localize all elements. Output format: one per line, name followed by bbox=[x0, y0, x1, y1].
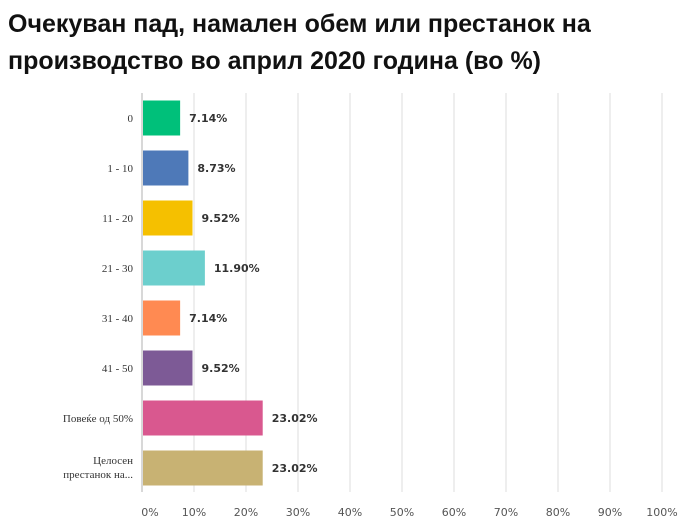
x-tick-label: 90% bbox=[598, 506, 622, 519]
category-label: Повеќе од 50% bbox=[63, 413, 133, 425]
data-label: 8.73% bbox=[197, 162, 235, 175]
data-label: 23.02% bbox=[272, 412, 318, 425]
x-tick-label: 50% bbox=[390, 506, 414, 519]
labels: 0% 10% 20% 30% 40% 50% 60% 70% 80% 90% 100% 7.14% 0 8… bbox=[63, 112, 678, 519]
data-label: 23.02% bbox=[272, 462, 318, 475]
bar bbox=[143, 400, 263, 436]
chart-title: Очекуван пад, намален обем или престанок… bbox=[8, 10, 591, 75]
category-label: 1 - 10 bbox=[107, 163, 133, 175]
x-tick-label: 80% bbox=[546, 506, 570, 519]
category-label: 0 bbox=[128, 113, 134, 125]
bar bbox=[143, 350, 193, 386]
x-tick-label: 40% bbox=[338, 506, 362, 519]
bar bbox=[143, 450, 263, 486]
bars bbox=[143, 100, 263, 486]
data-label: 11.90% bbox=[214, 262, 260, 275]
x-tick-label: 30% bbox=[286, 506, 310, 519]
data-label: 9.52% bbox=[202, 212, 240, 225]
category-label: 11 - 20 bbox=[102, 213, 133, 225]
data-label: 7.14% bbox=[189, 112, 227, 125]
category-label-line: Целосен bbox=[93, 455, 133, 467]
category-label: 21 - 30 bbox=[102, 263, 134, 275]
bar bbox=[143, 150, 189, 186]
x-tick-label: 100% bbox=[646, 506, 677, 519]
data-label: 7.14% bbox=[189, 312, 227, 325]
category-label: 41 - 50 bbox=[102, 363, 134, 375]
x-tick-label: 20% bbox=[234, 506, 258, 519]
data-label: 9.52% bbox=[202, 362, 240, 375]
gridlines bbox=[141, 93, 663, 492]
category-label-line: престанок на... bbox=[63, 469, 133, 481]
bar bbox=[143, 250, 205, 286]
category-label: 31 - 40 bbox=[102, 313, 134, 325]
x-tick-label: 0% bbox=[141, 506, 158, 519]
x-tick-label: 70% bbox=[494, 506, 518, 519]
bar bbox=[143, 200, 193, 236]
x-tick-label: 60% bbox=[442, 506, 466, 519]
x-tick-label: 10% bbox=[182, 506, 206, 519]
category-label: Целосен престанок на... bbox=[63, 455, 133, 481]
bar bbox=[143, 100, 181, 136]
bar bbox=[143, 300, 181, 336]
